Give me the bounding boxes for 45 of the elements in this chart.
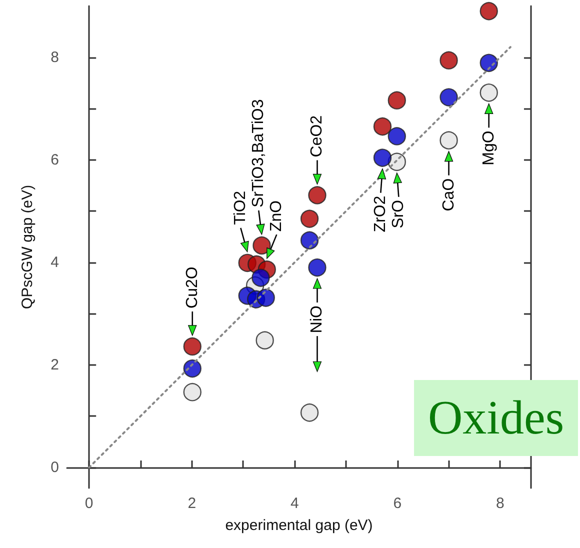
point: [256, 288, 275, 307]
annotation: CeO2: [308, 115, 326, 158]
point: [373, 148, 392, 167]
annotation: ZnO: [268, 200, 286, 232]
point: [300, 210, 319, 228]
point: [440, 88, 458, 106]
point: [252, 268, 270, 287]
point: [480, 54, 498, 72]
point: [440, 131, 458, 150]
annotation: ZrO2: [372, 196, 390, 232]
annotation: TiO2: [232, 190, 250, 225]
annotation: Oxides: [428, 392, 564, 444]
point: [308, 186, 326, 204]
point: [183, 383, 202, 402]
point: [388, 127, 406, 146]
annotation: NiO: [308, 306, 326, 334]
point: [440, 51, 458, 70]
y-tick-label: 2: [50, 356, 59, 374]
x-tick-label: 0: [84, 495, 94, 512]
y-tick-label: 8: [50, 48, 59, 66]
annotation: Cu2O: [184, 266, 201, 308]
point: [256, 331, 274, 350]
y-tick-label: 0: [50, 458, 59, 476]
annotation: SrO: [390, 200, 408, 228]
point: [300, 231, 319, 250]
x-tick-label: 4: [290, 495, 299, 512]
annotation: CaO: [440, 178, 458, 212]
annotation: SrTiO3,BaTiO3: [250, 99, 268, 208]
point: [388, 91, 406, 110]
x-axis-title: experimental gap (eV): [225, 517, 373, 534]
point: [373, 117, 392, 136]
y-tick-label: 4: [50, 254, 59, 271]
y-tick-label: 6: [50, 151, 59, 168]
annotation: MgO: [480, 130, 498, 166]
point: [183, 337, 202, 356]
point: [480, 2, 498, 20]
point: [300, 404, 319, 422]
point: [308, 258, 326, 277]
x-tick-label: 2: [188, 495, 196, 512]
x-tick-label: 8: [496, 495, 504, 512]
point: [252, 236, 271, 255]
point: [480, 84, 498, 102]
y-axis-title: QPscGW gap (eV): [19, 184, 36, 310]
x-tick-label: 6: [393, 495, 402, 512]
point: [183, 359, 202, 378]
